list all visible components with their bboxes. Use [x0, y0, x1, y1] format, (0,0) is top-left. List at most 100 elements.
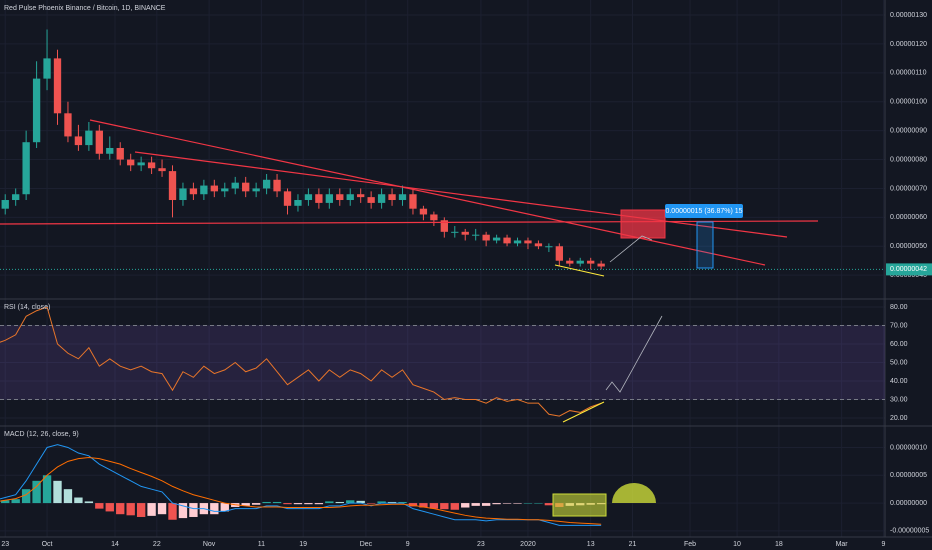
y-tick-label: 0.00000050 [890, 243, 927, 250]
histogram-bar [377, 501, 386, 504]
candle-body [283, 191, 292, 206]
macd-projection-arc [612, 483, 656, 503]
candle-body [597, 263, 605, 267]
histogram-bar [398, 501, 407, 504]
histogram-bar [387, 501, 397, 504]
y-tick-label: 0.00000120 [890, 41, 927, 48]
histogram-bar [116, 503, 125, 515]
rsi-line [0, 306, 602, 417]
candle-body [587, 260, 595, 264]
rsi-title: RSI (14, close) [4, 304, 50, 311]
drawings [0, 119, 819, 517]
grid [0, 0, 885, 537]
x-tick-label: 14 [111, 541, 119, 548]
candle-body [179, 188, 187, 201]
y-tick-label: 0.00000130 [890, 12, 927, 19]
histogram-bar [178, 503, 188, 519]
x-tick-label: 18 [775, 541, 783, 548]
candle-body [346, 194, 354, 201]
candle-body [189, 188, 198, 195]
histogram-bar [366, 503, 376, 504]
projection-arrow [609, 235, 653, 263]
histogram-bar [450, 503, 459, 510]
macd-title: MACD (12, 26, close, 9) [4, 431, 79, 438]
histogram-bar [105, 503, 114, 512]
x-tick-label: 9 [406, 541, 410, 548]
y-tick-label: 30.00 [890, 396, 908, 403]
y-tick-label: 0.00000090 [890, 127, 927, 134]
candle-body [147, 162, 156, 169]
histogram-bar [283, 503, 292, 505]
histogram-bar [293, 503, 303, 505]
histogram-bar [136, 503, 146, 517]
candle-body [503, 237, 511, 244]
candle-body [22, 142, 30, 195]
histogram-bar [32, 480, 41, 504]
candle-body [252, 188, 260, 192]
histogram-bar [168, 503, 177, 520]
candle-body [273, 179, 281, 192]
histogram-bar [147, 503, 156, 516]
candle-body [409, 194, 417, 209]
candle-body [357, 194, 365, 198]
histogram-bar [502, 503, 512, 504]
candle-body [325, 194, 333, 203]
y-tick-label: 0.00000040 [890, 272, 927, 279]
y-tick-label: 0.00000080 [890, 156, 927, 163]
candle-body [200, 185, 208, 195]
candle-body [534, 243, 543, 247]
candle-body [262, 179, 271, 189]
x-tick-label: Mar [836, 541, 849, 548]
divergence-line [554, 264, 605, 277]
histogram-bar [189, 503, 198, 517]
measure-label-box [665, 204, 743, 218]
candle-body [377, 194, 386, 203]
candle-body [43, 58, 51, 79]
histogram-bar [21, 489, 31, 504]
candle-body [315, 194, 323, 203]
x-tick-label: 10 [733, 541, 741, 548]
candle-body [231, 182, 239, 189]
macd-line [0, 444, 602, 526]
candle-body [106, 147, 114, 154]
candle-body [419, 208, 428, 215]
trend-line [134, 151, 788, 238]
histogram-bar [325, 501, 334, 504]
x-tick-label: 21 [629, 541, 637, 548]
histogram-bar [513, 503, 522, 504]
candle-body [461, 231, 469, 235]
histogram-bar [63, 489, 73, 504]
y-tick-label: 0.00000010 [890, 444, 927, 451]
rsi-band [0, 325, 885, 400]
histogram-bar [492, 503, 501, 505]
candle-body [566, 260, 574, 264]
histogram-bar [314, 503, 324, 505]
x-tick-label: 19 [299, 541, 307, 548]
candle-body [398, 194, 407, 201]
macd-highlight-box [552, 493, 607, 517]
candle-body [367, 197, 375, 203]
target-box [620, 209, 666, 239]
candle-body [137, 162, 145, 166]
candle-body [513, 240, 522, 244]
x-tick-label: Oct [42, 541, 53, 548]
candle-body [524, 240, 532, 244]
histogram-bar [126, 503, 135, 516]
candle-body [127, 159, 135, 166]
y-tick-label: 0.00000005 [890, 472, 927, 479]
y-tick-label: 0.00000110 [890, 70, 927, 77]
candle-body [430, 214, 438, 221]
candle-body [242, 182, 250, 192]
histogram-bar [220, 503, 229, 512]
candle-body [492, 237, 501, 241]
candle-body [95, 130, 103, 154]
histogram-bar [356, 500, 365, 504]
y-tick-label: 40.00 [890, 378, 908, 385]
histogram-bar [84, 501, 94, 504]
candle-body [64, 113, 72, 137]
y-tick-label: 50.00 [890, 359, 908, 366]
candle-body [158, 168, 166, 172]
candle-body [451, 231, 459, 233]
x-tick-label: 23 [1, 541, 9, 548]
histogram-bar [419, 503, 428, 508]
